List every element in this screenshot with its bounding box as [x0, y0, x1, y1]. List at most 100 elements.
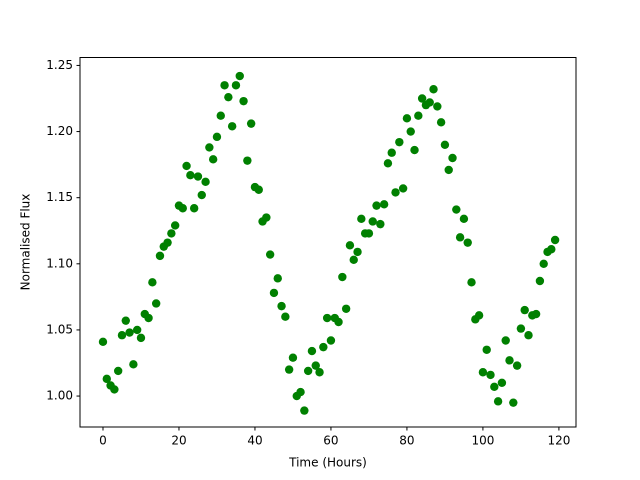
- data-point: [136, 333, 146, 343]
- data-point: [303, 366, 313, 376]
- data-point: [197, 190, 206, 200]
- data-point: [455, 233, 465, 242]
- data-point: [117, 331, 127, 340]
- data-point: [189, 204, 199, 213]
- data-point: [144, 313, 153, 323]
- data-point: [459, 214, 469, 224]
- x-tick-label: 120: [547, 434, 570, 448]
- data-point: [509, 398, 518, 407]
- data-point: [205, 143, 214, 152]
- data-point: [444, 165, 453, 175]
- data-point: [148, 278, 157, 287]
- data-point: [201, 177, 210, 187]
- data-point: [520, 305, 529, 315]
- data-point: [440, 140, 450, 149]
- y-axis-label: Normalised Flux: [19, 194, 33, 291]
- data-point: [155, 251, 165, 261]
- data-point: [273, 274, 282, 283]
- data-point: [387, 148, 396, 157]
- data-point: [402, 114, 412, 123]
- data-point: [227, 122, 237, 131]
- data-point: [417, 94, 427, 103]
- data-point: [129, 360, 138, 369]
- data-point: [151, 299, 161, 308]
- data-point: [467, 278, 476, 287]
- data-point: [512, 361, 522, 370]
- data-point: [493, 397, 503, 406]
- data-point: [315, 368, 324, 377]
- data-point: [125, 328, 134, 337]
- plot-frame: [79, 57, 577, 428]
- data-point: [391, 188, 400, 197]
- data-point: [501, 336, 510, 345]
- data-point: [383, 159, 393, 168]
- data-point: [516, 324, 526, 333]
- y-tick-label: 1.25: [46, 58, 73, 72]
- data-point: [429, 85, 438, 94]
- data-point: [376, 219, 385, 229]
- data-point: [345, 241, 355, 250]
- data-point: [452, 205, 461, 214]
- data-point: [326, 336, 336, 345]
- data-point: [334, 317, 343, 327]
- data-point: [193, 172, 203, 181]
- data-point: [338, 272, 347, 282]
- data-point: [288, 353, 298, 362]
- data-point: [182, 161, 191, 171]
- data-point: [414, 111, 423, 120]
- x-tick-label: 80: [399, 434, 414, 448]
- data-point: [102, 374, 111, 384]
- x-tick-label: 100: [471, 434, 494, 448]
- data-point: [349, 255, 358, 265]
- data-point: [163, 238, 172, 247]
- data-point: [497, 378, 507, 388]
- data-point: [113, 366, 123, 376]
- data-point: [478, 368, 488, 377]
- data-point: [482, 345, 491, 354]
- data-point: [269, 288, 279, 298]
- x-tick-label: 40: [247, 434, 262, 448]
- data-point: [539, 259, 548, 269]
- x-axis-label: Time (Hours): [288, 456, 367, 470]
- data-point: [368, 217, 377, 226]
- data-point: [311, 361, 320, 370]
- data-point: [277, 301, 286, 311]
- data-point: [535, 276, 545, 286]
- data-point: [212, 132, 222, 142]
- data-point: [353, 247, 362, 257]
- data-point: [98, 337, 108, 347]
- data-point: [281, 312, 290, 321]
- data-point: [550, 235, 560, 245]
- data-point: [406, 127, 415, 136]
- data-point: [486, 370, 495, 380]
- data-point: [395, 137, 404, 147]
- data-point: [262, 213, 271, 222]
- data-point: [216, 111, 225, 120]
- data-point: [372, 201, 381, 210]
- data-point: [186, 171, 195, 180]
- data-point: [547, 245, 556, 254]
- data-point: [178, 204, 187, 213]
- data-point: [524, 331, 533, 340]
- x-tick-label: 20: [171, 434, 186, 448]
- data-point: [132, 325, 142, 335]
- data-point: [239, 96, 248, 106]
- y-tick-label: 1.15: [46, 190, 73, 204]
- data-point: [474, 311, 484, 320]
- data-point: [121, 316, 130, 325]
- data-point: [220, 81, 229, 90]
- data-point: [224, 92, 233, 102]
- data-point: [379, 200, 389, 209]
- y-tick-label: 1.10: [46, 256, 73, 270]
- data-point: [254, 185, 263, 194]
- data-point: [505, 356, 514, 365]
- data-point: [296, 387, 305, 397]
- data-point: [322, 313, 332, 323]
- data-point: [410, 145, 419, 155]
- data-point: [436, 118, 446, 127]
- x-tick-label: 0: [99, 434, 107, 448]
- data-point: [398, 184, 408, 193]
- data-point: [319, 342, 328, 352]
- y-tick-label: 1.05: [46, 322, 73, 336]
